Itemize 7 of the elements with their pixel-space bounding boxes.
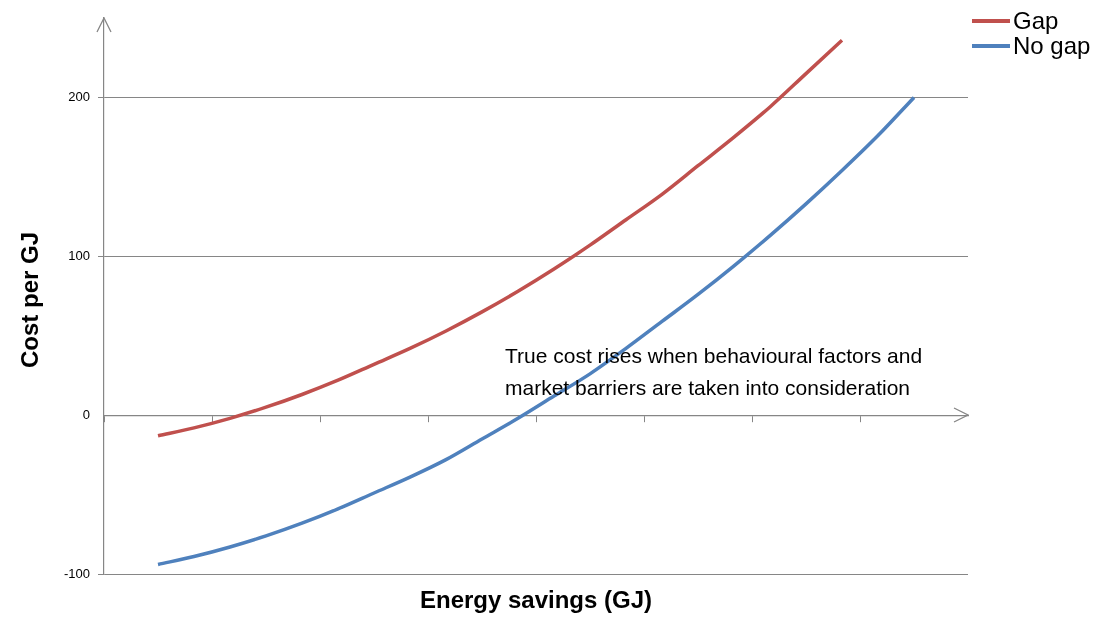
y-tick-label: 0 bbox=[82, 406, 90, 422]
legend-label: Gap bbox=[1013, 6, 1059, 35]
y-axis-title: Cost per GJ bbox=[16, 231, 44, 369]
x-axis-title: Energy savings (GJ) bbox=[419, 586, 653, 614]
y-tick-label: 100 bbox=[68, 247, 90, 263]
y-tick-label: 200 bbox=[68, 89, 90, 105]
y-tick-label: -100 bbox=[63, 565, 90, 581]
